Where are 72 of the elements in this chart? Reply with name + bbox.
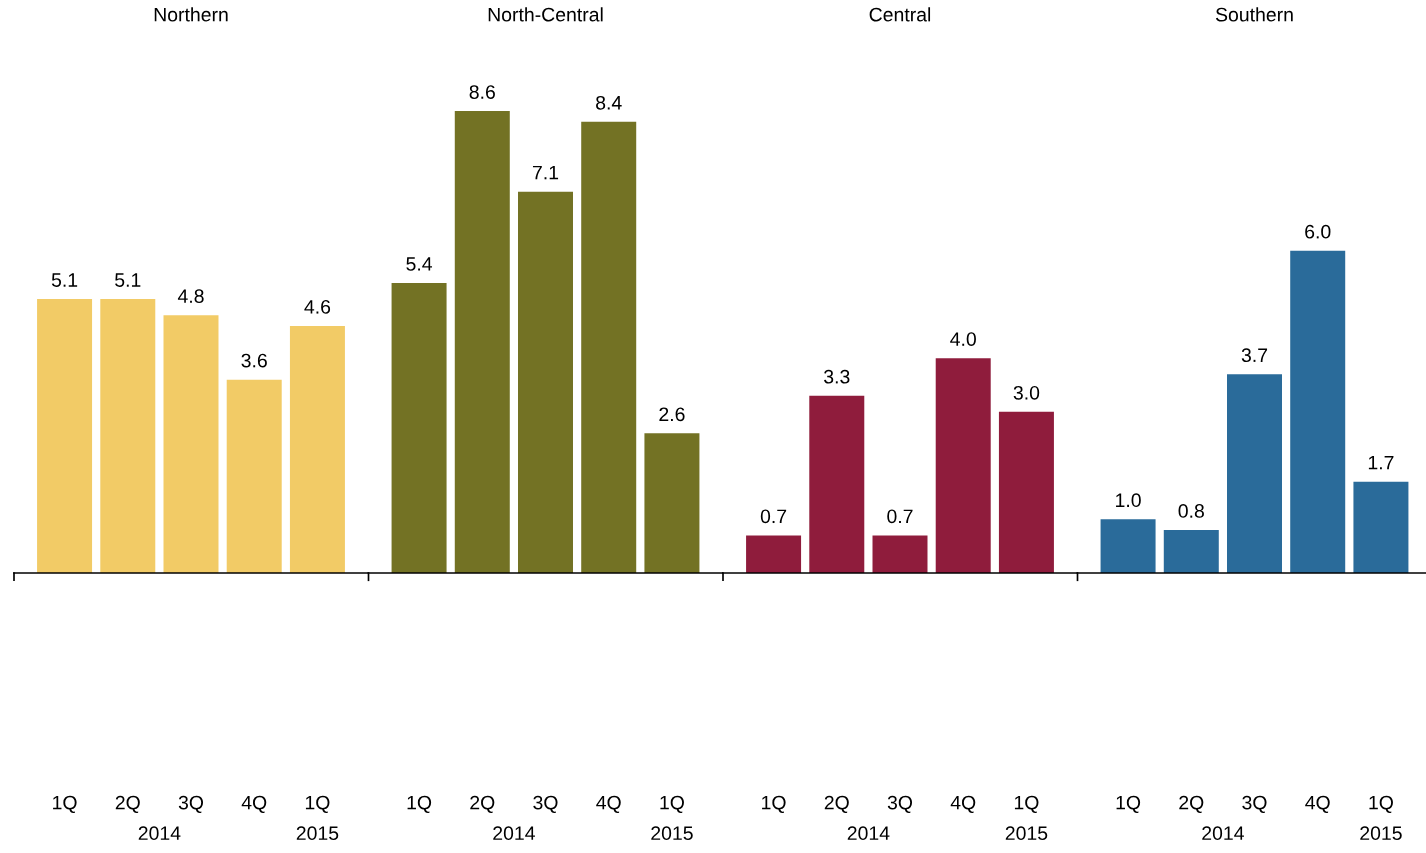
x-tick-label: 1Q: [1369, 795, 1393, 813]
bar: [809, 395, 865, 573]
bar: [100, 299, 156, 573]
text: 2015: [651, 826, 693, 841]
x-tick-label: 4Q: [1305, 795, 1330, 813]
bar: [226, 379, 282, 573]
data-label: 2.6: [659, 407, 685, 422]
x-tick-label: 1Q: [407, 795, 432, 813]
data-label: 8.6: [469, 85, 495, 99]
bar: [644, 433, 700, 573]
bar: [1100, 519, 1156, 573]
data-label: 0.7: [887, 509, 913, 524]
x-tick-label: 2Q: [470, 795, 495, 813]
data-label: 0.7: [760, 509, 787, 524]
x-tick-label: 3Q: [178, 795, 204, 813]
data-label: 7.1: [532, 165, 559, 180]
text: 2014: [138, 826, 181, 841]
bar: [872, 535, 928, 573]
text: 2015: [296, 826, 339, 841]
bar: [289, 325, 345, 573]
data-label: 4.0: [950, 332, 976, 346]
bar: [1227, 374, 1282, 573]
data-label: 3.7: [1241, 348, 1268, 363]
text: 2015: [1360, 826, 1402, 841]
data-label: 5.1: [115, 273, 141, 287]
data-label: 5.1: [51, 273, 78, 287]
data-label: 4.8: [177, 289, 204, 304]
x-tick-label: 1Q: [53, 795, 77, 813]
data-label: 3.3: [824, 369, 850, 384]
text: 2014: [847, 826, 890, 841]
x-tick-label: 3Q: [1242, 795, 1267, 813]
x-tick-label: 2Q: [1179, 795, 1204, 813]
bar: [935, 358, 991, 573]
x-tick-label: 1Q: [762, 795, 786, 813]
x-tick-label: 4Q: [596, 795, 621, 813]
x-tick-label: 1Q: [1116, 795, 1141, 813]
bar: [581, 121, 637, 573]
bar: [998, 411, 1054, 573]
bar: [1163, 530, 1219, 573]
bar: [37, 299, 93, 573]
chart-title: Northern: [154, 7, 228, 22]
x-tick-label: 3Q: [533, 795, 558, 813]
bar: [1353, 481, 1409, 573]
data-label: 3.6: [241, 353, 267, 368]
bar: [1290, 250, 1346, 573]
x-tick-label: 4Q: [950, 795, 976, 813]
bar: [454, 111, 510, 573]
data-label: 1.0: [1116, 493, 1141, 508]
data-label: 4.6: [304, 299, 331, 314]
x-tick-label: 3Q: [887, 795, 913, 813]
x-tick-label: 1Q: [660, 795, 684, 813]
text: 2014: [493, 826, 535, 841]
data-label: 1.7: [1368, 455, 1394, 470]
bar: [746, 535, 802, 573]
chart-title: Southern: [1215, 7, 1293, 22]
x-tick-label: 1Q: [305, 795, 330, 813]
data-label: 5.4: [406, 257, 433, 271]
x-tick-label: 4Q: [241, 795, 267, 813]
data-label: 3.0: [1013, 385, 1040, 400]
bar: [518, 191, 573, 573]
text: 2014: [1202, 826, 1244, 841]
chart-title: Central: [869, 7, 931, 22]
bar: [391, 282, 447, 573]
data-label: 6.0: [1305, 224, 1331, 239]
data-label: 8.4: [596, 95, 622, 110]
bar: [163, 315, 219, 573]
chart-title: North-Central: [488, 7, 603, 22]
x-tick-label: 2Q: [115, 795, 140, 813]
x-tick-label: 2Q: [824, 795, 849, 813]
data-label: 0.8: [1178, 504, 1204, 518]
x-tick-label: 1Q: [1014, 795, 1039, 813]
text: 2015: [1005, 826, 1048, 841]
